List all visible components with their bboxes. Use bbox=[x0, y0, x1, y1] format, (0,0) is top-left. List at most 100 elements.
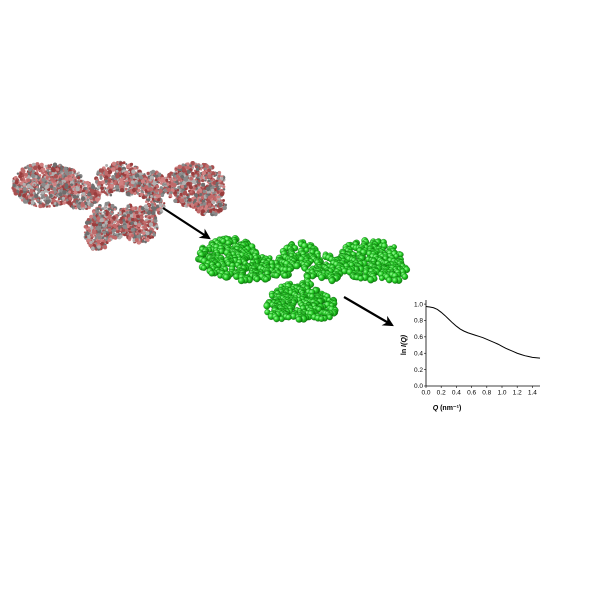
atom-dot bbox=[107, 238, 111, 242]
atom-dot bbox=[52, 162, 58, 167]
atom-dot bbox=[109, 235, 113, 239]
atom-dot bbox=[147, 229, 151, 232]
atom-dot bbox=[93, 226, 96, 230]
atom-dot bbox=[157, 181, 161, 184]
atom-dot bbox=[177, 164, 183, 170]
atom-dot bbox=[56, 200, 59, 203]
atom-dot bbox=[44, 164, 48, 168]
atom-dot bbox=[122, 161, 126, 165]
atom-dot bbox=[205, 194, 208, 197]
atom-dot bbox=[201, 166, 204, 169]
atom-dot bbox=[18, 184, 21, 187]
atom-dot bbox=[145, 181, 148, 184]
atom-dot bbox=[129, 210, 133, 215]
atom-dot bbox=[62, 190, 67, 195]
atom-dot bbox=[127, 236, 132, 240]
atom-dot bbox=[168, 193, 173, 197]
atom-dot bbox=[96, 213, 99, 216]
atom-dot bbox=[154, 197, 158, 201]
atom-dot bbox=[170, 182, 174, 186]
atom-dot bbox=[70, 183, 74, 187]
atom-dot bbox=[37, 190, 41, 194]
atom-dot bbox=[41, 182, 46, 187]
atom-dot bbox=[76, 203, 81, 209]
atom-dot bbox=[95, 248, 98, 251]
atom-dot bbox=[115, 227, 119, 231]
atom-dot bbox=[163, 183, 167, 186]
atom-dot bbox=[54, 171, 57, 175]
atom-dot bbox=[113, 224, 118, 229]
atom-dot bbox=[141, 231, 146, 236]
atom-dot bbox=[64, 183, 69, 187]
atom-dot bbox=[77, 183, 81, 187]
atom-dot bbox=[104, 191, 107, 194]
atom-dot bbox=[163, 202, 166, 205]
atom-dot bbox=[106, 226, 109, 229]
atom-dot bbox=[97, 180, 102, 186]
atom-dot bbox=[41, 177, 46, 183]
atom-dot bbox=[113, 208, 117, 211]
atom-dot bbox=[134, 173, 140, 178]
bead-sphere bbox=[222, 273, 230, 281]
atom-dot bbox=[92, 220, 96, 224]
atom-dot bbox=[44, 204, 48, 207]
atom-dot bbox=[209, 170, 213, 174]
atom-dot bbox=[88, 187, 92, 190]
bead-sphere bbox=[293, 262, 301, 270]
atom-dot bbox=[217, 195, 221, 199]
atom-dot bbox=[143, 173, 146, 176]
atom-dot bbox=[138, 229, 141, 233]
atom-dot bbox=[67, 200, 71, 205]
atom-dot bbox=[85, 231, 90, 236]
atom-dot bbox=[210, 208, 213, 211]
atom-dot bbox=[91, 230, 97, 235]
atom-dot bbox=[77, 176, 81, 180]
atom-dot bbox=[33, 183, 36, 186]
atom-dot bbox=[115, 174, 120, 179]
atom-dot bbox=[68, 185, 71, 189]
atom-dot bbox=[196, 209, 201, 214]
atom-dot bbox=[107, 169, 113, 175]
atom-dot bbox=[105, 241, 109, 245]
atom-dot bbox=[214, 204, 218, 207]
atom-dot bbox=[64, 169, 69, 175]
atom-dot bbox=[117, 167, 122, 172]
atom-dot bbox=[158, 203, 163, 207]
atom-dot bbox=[201, 182, 206, 187]
x-tick-label: 0.6 bbox=[467, 390, 476, 397]
atom-dot bbox=[26, 191, 30, 194]
atom-dot bbox=[89, 240, 93, 245]
atom-dot bbox=[132, 213, 138, 219]
atom-dot bbox=[126, 204, 131, 209]
atom-dot bbox=[154, 178, 158, 182]
atom-dot bbox=[101, 214, 104, 218]
atom-dot bbox=[191, 165, 194, 169]
chart-ticks: 0.0 0.2 0.4 0.6 0.8 1.0 1.2 1.40.00.20.40.60.81… bbox=[414, 301, 537, 396]
atom-dot bbox=[212, 181, 216, 185]
atom-dot bbox=[62, 201, 66, 205]
bead-sphere bbox=[326, 314, 333, 321]
atom-dot bbox=[150, 195, 153, 198]
bead-sphere bbox=[328, 277, 336, 285]
atom-dot bbox=[152, 180, 157, 186]
atom-dot bbox=[194, 174, 198, 178]
atom-dot bbox=[139, 192, 144, 197]
y-tick-label: 0.6 bbox=[414, 334, 423, 341]
atom-dot bbox=[174, 191, 178, 195]
atom-dot bbox=[126, 164, 131, 169]
atom-dot bbox=[143, 182, 146, 185]
atom-dot bbox=[141, 212, 144, 216]
atom-dot bbox=[207, 174, 212, 179]
x-tick-label: 0.0 bbox=[421, 390, 430, 397]
atom-dot bbox=[33, 198, 36, 201]
atom-dot bbox=[107, 190, 111, 193]
atom-dot bbox=[133, 166, 137, 170]
atom-dot bbox=[150, 214, 155, 218]
atom-dot bbox=[102, 174, 105, 178]
atom-dot bbox=[68, 176, 73, 182]
atom-dot bbox=[40, 190, 45, 195]
atom-dot bbox=[96, 171, 101, 175]
atom-dot bbox=[109, 183, 114, 189]
atom-dot bbox=[222, 187, 226, 191]
